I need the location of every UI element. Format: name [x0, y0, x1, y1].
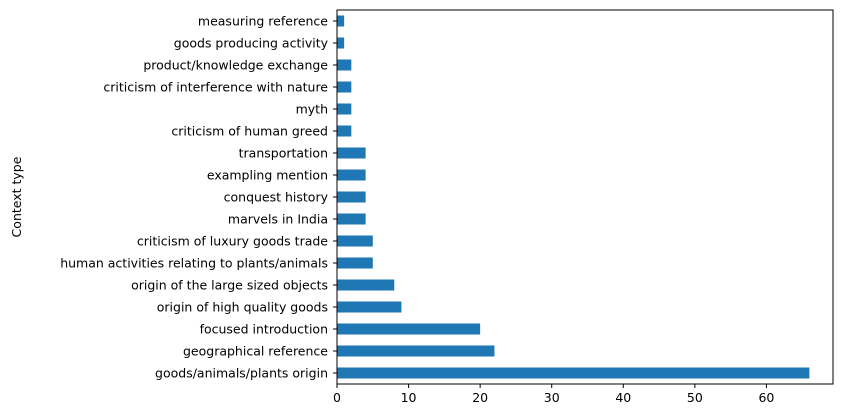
bar — [337, 257, 373, 269]
bar — [337, 125, 352, 137]
x-tick-label: 30 — [544, 390, 560, 405]
bar — [337, 81, 352, 93]
bar — [337, 59, 352, 71]
y-tick-label: human activities relating to plants/anim… — [60, 256, 328, 271]
bar — [337, 103, 352, 115]
y-axis-ticks: goods/animals/plants origin geographical … — [60, 14, 337, 381]
bar — [337, 279, 395, 291]
bar — [337, 15, 345, 27]
bar — [337, 169, 366, 181]
y-tick-label: origin of high quality goods — [157, 300, 328, 315]
x-axis-ticks: 0 10 20 30 40 50 60 — [333, 384, 774, 405]
x-tick-label: 20 — [472, 390, 488, 405]
x-tick-label: 50 — [687, 390, 703, 405]
y-tick-label: focused introduction — [200, 322, 328, 337]
bar — [337, 345, 495, 357]
y-tick-label: goods producing activity — [174, 36, 329, 51]
bar — [337, 235, 373, 247]
bar — [337, 191, 366, 203]
bar — [337, 213, 366, 225]
bar — [337, 37, 345, 49]
y-tick-label: criticism of interference with nature — [103, 80, 328, 95]
x-tick-label: 10 — [401, 390, 417, 405]
bar — [337, 301, 402, 313]
x-tick-label: 40 — [615, 390, 631, 405]
bar — [337, 147, 366, 159]
y-tick-label: origin of the large sized objects — [131, 278, 328, 293]
y-axis-label: Context type — [9, 156, 24, 237]
y-tick-label: myth — [296, 102, 328, 117]
y-tick-label: product/knowledge exchange — [143, 58, 328, 73]
y-tick-label: exampling mention — [207, 168, 328, 183]
y-tick-label: criticism of human greed — [171, 124, 328, 139]
bar — [337, 367, 810, 379]
bar — [337, 323, 481, 335]
bars-group — [337, 15, 810, 379]
x-tick-label: 0 — [333, 390, 341, 405]
y-tick-label: goods/animals/plants origin — [155, 366, 328, 381]
x-tick-label: 60 — [758, 390, 774, 405]
y-tick-label: criticism of luxury goods trade — [137, 234, 328, 249]
y-tick-label: measuring reference — [198, 14, 328, 29]
y-tick-label: transportation — [239, 146, 328, 161]
y-tick-label: conquest history — [224, 190, 329, 205]
y-tick-label: marvels in India — [228, 212, 328, 227]
y-tick-label: geographical reference — [183, 344, 328, 359]
